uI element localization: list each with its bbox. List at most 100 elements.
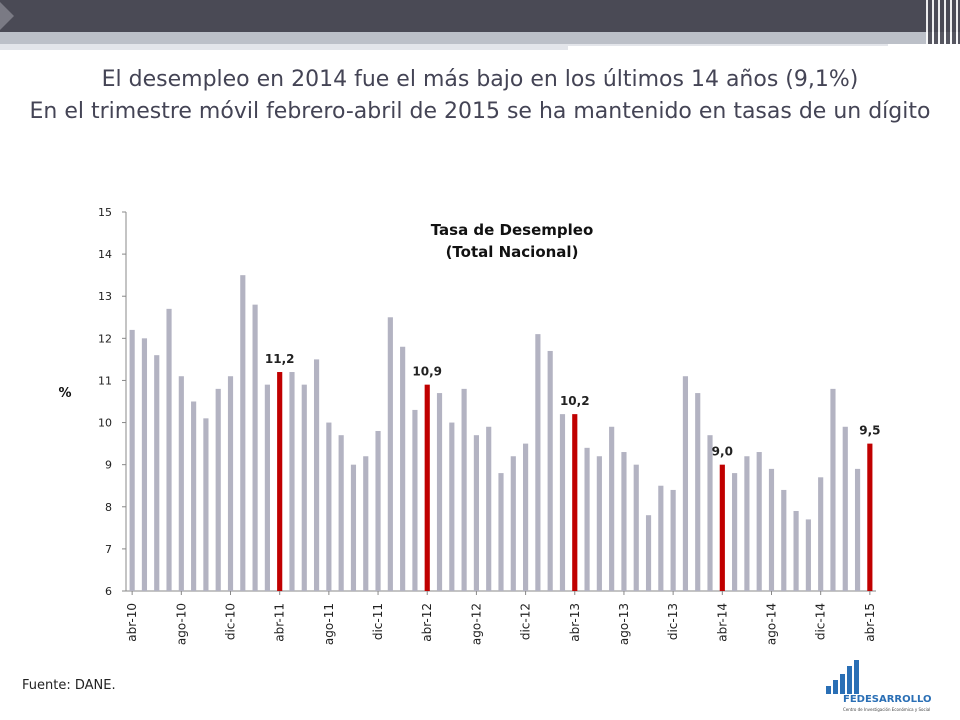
x-tick-label: dic-11 <box>371 603 385 640</box>
bar <box>510 456 516 591</box>
y-tick-label: 9 <box>105 459 112 472</box>
bar <box>818 477 824 591</box>
bar <box>338 435 344 591</box>
y-axis-label: % <box>58 386 71 401</box>
bar <box>486 426 492 591</box>
bar <box>436 393 443 591</box>
x-tick-label: dic-12 <box>519 603 533 640</box>
x-tick-label: dic-10 <box>224 603 238 640</box>
chart-axes: 6 7 8 9 10 11 12 13 14 15 abr-10 ago-10 dic-10 abr-11… <box>98 206 877 645</box>
x-tick-label: ago-13 <box>617 603 631 645</box>
bar-highlighted <box>867 443 873 591</box>
bar <box>523 443 529 591</box>
x-tick-label: ago-14 <box>764 603 778 645</box>
data-label: 10,9 <box>412 365 442 379</box>
bar <box>645 515 652 591</box>
y-tick-label: 10 <box>98 417 112 430</box>
bar <box>289 372 295 591</box>
bar <box>535 334 541 591</box>
bar <box>830 388 836 591</box>
banner-stripe-light <box>0 44 568 50</box>
slide-title: El desempleo en 2014 fue el más bajo en … <box>20 64 940 128</box>
bar <box>498 473 504 591</box>
data-label: 9,0 <box>712 445 733 459</box>
bar <box>682 376 689 591</box>
x-tick-label: abr-13 <box>568 603 582 642</box>
bar <box>191 401 197 591</box>
bar <box>387 317 393 591</box>
bar <box>313 359 320 591</box>
top-banner <box>0 0 960 32</box>
chart-bars <box>129 275 873 591</box>
y-tick-label: 11 <box>98 374 112 387</box>
logo-subtext: Centro de Investigación Económica y Soci… <box>843 707 931 712</box>
bar <box>670 489 676 591</box>
bar-highlighted <box>572 414 578 591</box>
bar <box>781 489 787 591</box>
banner-arrow-icon <box>0 2 14 30</box>
data-label: 9,5 <box>859 424 880 438</box>
x-tick-label: ago-12 <box>469 603 483 645</box>
bar <box>326 422 332 591</box>
bar <box>658 485 664 591</box>
unemployment-chart: 6 7 8 9 10 11 12 13 14 15 abr-10 ago-10 dic-10 abr-11… <box>58 206 880 645</box>
bar <box>252 304 258 591</box>
bar <box>707 435 713 591</box>
x-tick-label: abr-11 <box>273 603 287 642</box>
bar <box>596 456 602 591</box>
x-tick-label: dic-13 <box>666 603 680 640</box>
bar <box>154 355 160 591</box>
data-label: 11,2 <box>265 352 295 366</box>
banner-stripe-thin <box>568 44 888 46</box>
x-tick-label: abr-12 <box>420 603 434 642</box>
bar <box>400 346 406 591</box>
bar-highlighted <box>277 372 283 591</box>
bar <box>363 456 369 591</box>
slide-title-line2: En el trimestre móvil febrero-abril de 2… <box>29 99 931 124</box>
x-tick-label: abr-15 <box>863 603 877 642</box>
fedesarrollo-logo <box>826 660 859 694</box>
bar <box>695 393 701 591</box>
bar <box>449 422 455 591</box>
x-tick-label: ago-10 <box>174 603 188 645</box>
bar <box>842 426 848 591</box>
bar <box>129 329 135 591</box>
bar <box>732 473 738 591</box>
bar <box>215 388 221 591</box>
x-tick-label: ago-11 <box>322 603 336 645</box>
bar <box>584 447 590 591</box>
bar <box>141 338 148 591</box>
slide-title-line1: El desempleo en 2014 fue el más bajo en … <box>101 67 859 92</box>
bar-highlighted <box>424 384 430 591</box>
bar <box>854 468 861 591</box>
bar <box>547 350 553 591</box>
chart-title: Tasa de Desempleo <box>431 221 594 239</box>
bar <box>203 418 209 591</box>
source-note: Fuente: DANE. <box>22 678 116 693</box>
bar <box>768 468 775 591</box>
x-tick-label: abr-14 <box>715 603 729 642</box>
bar <box>301 384 307 591</box>
data-label: 10,2 <box>560 394 590 408</box>
bar <box>375 430 381 591</box>
logo-wordmark: FEDESARROLLO <box>843 694 932 705</box>
bar <box>227 376 234 591</box>
bar <box>621 452 627 591</box>
y-tick-label: 7 <box>105 543 112 556</box>
bar <box>744 456 750 591</box>
bar <box>264 384 270 591</box>
chart-subtitle: (Total Nacional) <box>446 243 579 261</box>
bar <box>805 519 811 591</box>
y-tick-label: 15 <box>98 206 112 219</box>
bar <box>756 452 762 591</box>
bar <box>240 275 246 591</box>
banner-decoration <box>926 0 960 44</box>
bar <box>609 426 615 591</box>
y-tick-label: 13 <box>98 290 112 303</box>
bar <box>633 464 639 591</box>
y-tick-label: 14 <box>98 248 112 261</box>
banner-stripe <box>0 32 960 44</box>
x-tick-label: dic-14 <box>814 603 828 640</box>
bar <box>793 510 799 591</box>
bar <box>178 376 184 591</box>
